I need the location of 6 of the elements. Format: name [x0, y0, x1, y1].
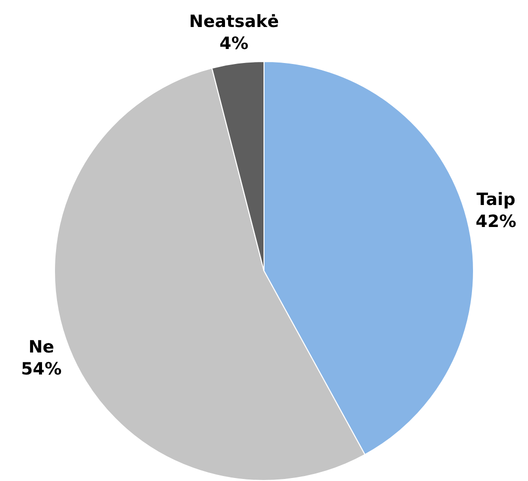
- slice-label: Taip: [476, 190, 516, 210]
- data-label: 4%: [220, 34, 248, 54]
- slice-label: Ne: [28, 338, 54, 358]
- data-label: 54%: [20, 360, 62, 380]
- data-label: 42%: [476, 212, 516, 232]
- slice-label: Neatsakė: [189, 12, 279, 32]
